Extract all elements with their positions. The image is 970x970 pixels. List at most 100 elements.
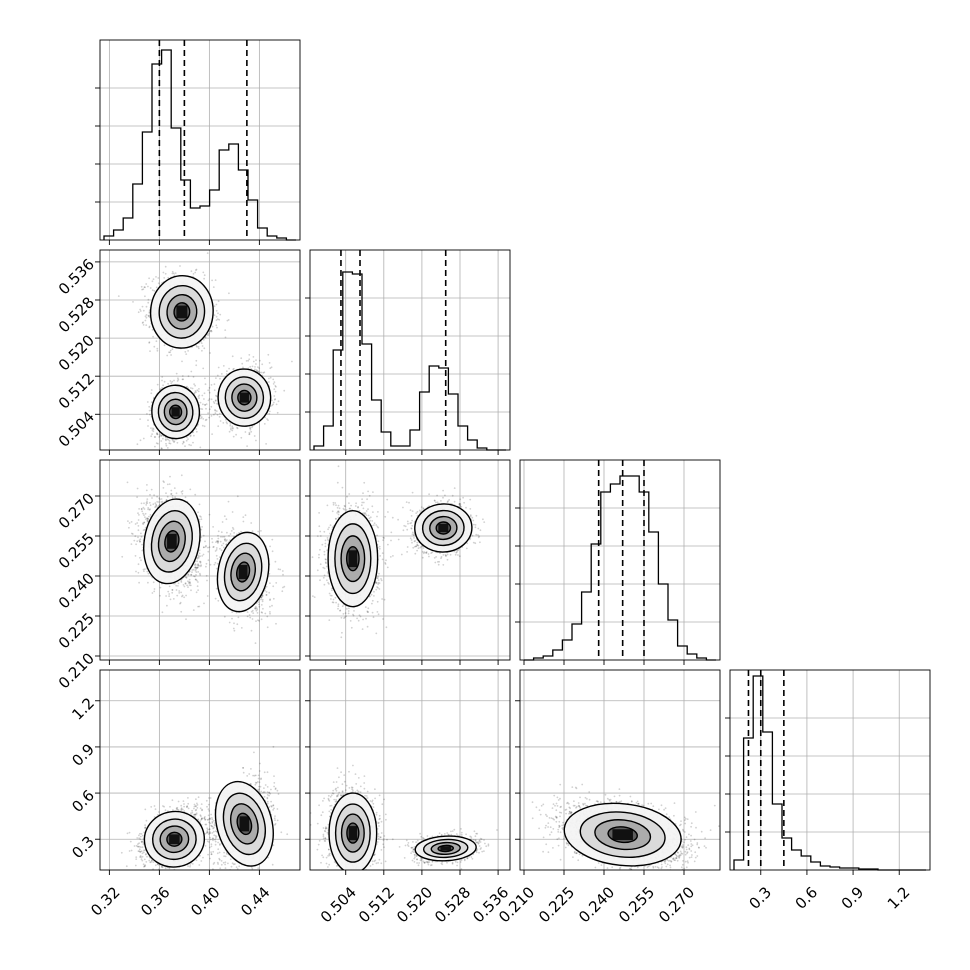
density-peak <box>176 305 188 319</box>
data-point <box>259 371 261 374</box>
data-point <box>141 549 144 552</box>
data-point <box>173 274 176 277</box>
data-point <box>218 412 221 415</box>
data-point <box>260 371 263 374</box>
data-point <box>277 400 280 403</box>
data-point <box>198 388 200 390</box>
data-point <box>148 277 151 280</box>
data-point <box>181 492 184 495</box>
data-point <box>144 295 146 298</box>
data-point <box>275 403 278 406</box>
scatter-points <box>117 252 293 450</box>
data-point <box>175 589 178 591</box>
data-point <box>254 366 256 368</box>
data-point <box>266 418 268 420</box>
data-point <box>147 298 150 301</box>
data-point <box>202 403 204 406</box>
data-point <box>184 582 187 585</box>
data-point <box>151 328 154 331</box>
data-point <box>145 305 148 308</box>
data-point <box>195 269 197 271</box>
y-tick-label: 0.520 <box>55 331 98 374</box>
data-point <box>251 426 253 429</box>
data-point <box>203 274 206 277</box>
data-point <box>215 410 218 412</box>
data-point <box>181 375 184 377</box>
data-point <box>187 586 189 588</box>
data-point <box>185 576 188 579</box>
data-point <box>162 437 164 440</box>
data-point <box>225 373 228 375</box>
data-point <box>156 501 159 503</box>
data-point <box>167 382 170 385</box>
data-point <box>169 349 172 352</box>
data-point <box>189 582 192 585</box>
data-point <box>167 276 170 279</box>
data-point <box>144 512 147 515</box>
data-point <box>213 383 216 386</box>
data-point <box>160 498 163 500</box>
data-point <box>147 285 149 288</box>
data-point <box>147 314 150 317</box>
data-point <box>249 427 251 429</box>
data-point <box>166 483 169 486</box>
data-point <box>140 507 143 510</box>
data-point <box>148 413 151 416</box>
data-point <box>181 360 183 363</box>
data-point <box>148 342 151 344</box>
data-point <box>197 589 200 591</box>
data-point <box>156 433 159 436</box>
data-point <box>168 483 171 485</box>
data-point <box>165 595 168 597</box>
data-point <box>232 435 235 438</box>
data-point <box>142 522 144 525</box>
data-point <box>164 272 167 275</box>
data-point <box>159 586 162 589</box>
data-point <box>179 265 181 267</box>
data-point <box>224 336 227 339</box>
data-point <box>211 541 214 544</box>
data-point <box>195 567 198 570</box>
data-point <box>222 422 225 424</box>
data-point <box>147 581 149 584</box>
data-point <box>202 338 205 341</box>
data-point <box>156 433 159 436</box>
data-point <box>236 426 238 429</box>
data-point <box>189 435 192 438</box>
data-point <box>252 356 255 358</box>
contour-line <box>217 368 272 427</box>
data-point <box>209 352 212 354</box>
data-point <box>197 605 200 608</box>
histogram-step <box>733 675 926 871</box>
data-point <box>209 330 211 333</box>
data-point <box>182 378 185 381</box>
y-tick-label: 0.536 <box>55 255 98 298</box>
data-point <box>196 566 198 569</box>
data-point <box>180 491 183 493</box>
data-point <box>159 433 162 436</box>
data-point <box>255 363 257 365</box>
data-point <box>128 522 131 524</box>
data-point <box>185 353 188 355</box>
data-point <box>257 370 259 373</box>
data-point <box>144 315 147 318</box>
data-point <box>204 336 207 339</box>
data-point <box>216 413 219 416</box>
data-point <box>217 425 220 428</box>
data-point <box>145 489 148 492</box>
data-point <box>168 593 171 595</box>
data-point <box>203 277 206 280</box>
data-point <box>265 443 267 445</box>
data-point <box>248 431 251 434</box>
data-point <box>219 313 222 316</box>
data-point <box>215 324 218 327</box>
data-point <box>139 538 142 541</box>
data-point <box>180 610 183 613</box>
data-point <box>139 308 142 311</box>
data-point <box>130 521 133 523</box>
data-point <box>227 319 230 321</box>
data-point <box>180 474 183 477</box>
data-point <box>273 388 276 391</box>
data-point <box>181 442 184 445</box>
data-point <box>150 435 153 438</box>
